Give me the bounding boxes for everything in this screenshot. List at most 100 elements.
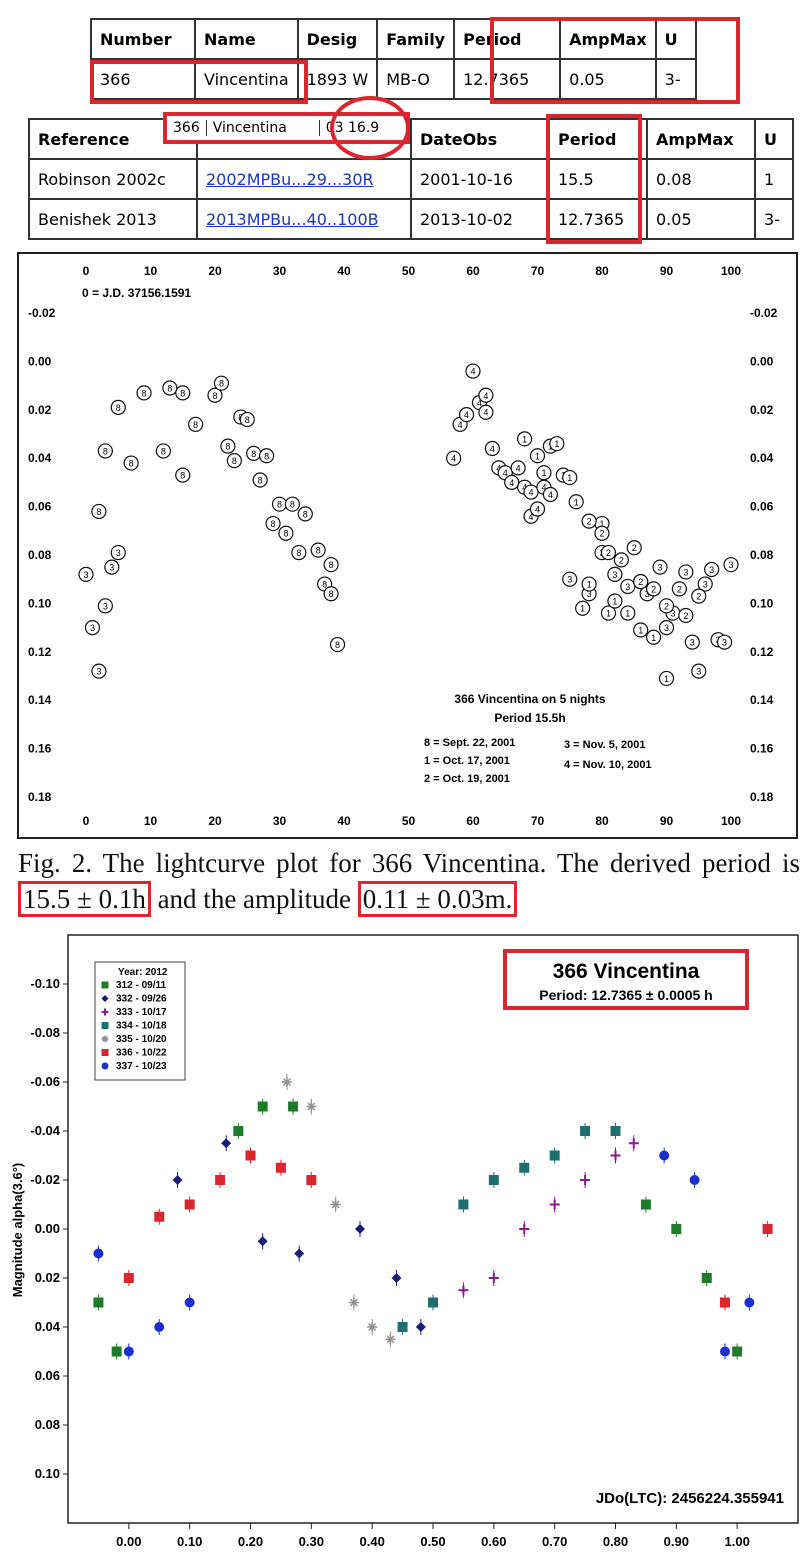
svg-text:3: 3 (690, 638, 695, 648)
bibcode-link[interactable]: 2002MPBu...29...30R (206, 169, 374, 189)
cell-u: 1 (754, 158, 794, 200)
cell-family: MB-O (376, 58, 456, 100)
y-tick-label: -0.04 (30, 1123, 60, 1138)
chart2-ylabel: Magnitude alpha(3.6°) (10, 1163, 25, 1298)
svg-text:8: 8 (277, 500, 282, 510)
svg-text:8: 8 (180, 388, 185, 398)
x-tick-label-top: 20 (208, 264, 222, 278)
x-tick-label: 0 (83, 814, 90, 828)
data-point (101, 1008, 109, 1016)
data-point: 4 (510, 460, 526, 476)
svg-text:8: 8 (258, 475, 263, 485)
svg-text:8: 8 (103, 446, 108, 456)
svg-text:4: 4 (516, 463, 521, 473)
data-point (488, 1175, 499, 1185)
data-point: 8 (259, 448, 275, 464)
svg-text:8: 8 (167, 384, 172, 394)
svg-text:4: 4 (490, 444, 495, 454)
data-point (519, 1162, 530, 1173)
data-point (101, 981, 109, 989)
svg-text:2: 2 (664, 601, 669, 611)
data-point: 8 (136, 385, 152, 401)
y-tick-label-right: 0.10 (750, 596, 774, 610)
header-period: Period (453, 18, 562, 60)
data-point (123, 1346, 134, 1357)
svg-text:1: 1 (625, 609, 630, 619)
y-tick-label: 0.08 (35, 1417, 60, 1432)
data-point (306, 1175, 317, 1185)
legend-entry: 1 = Oct. 17, 2001 (424, 755, 510, 767)
data-point: 1 (516, 431, 533, 447)
svg-text:1: 1 (599, 519, 604, 529)
data-point: 8 (175, 385, 191, 401)
data-point: 8 (323, 586, 339, 602)
legend-label: 332 - 09/26 (116, 994, 167, 1005)
svg-text:2: 2 (587, 517, 592, 527)
data-point (415, 1322, 426, 1332)
data-point (549, 1150, 560, 1161)
data-point: 3 (678, 564, 694, 580)
cell-reference: Robinson 2002c (28, 158, 198, 200)
data-point (101, 1049, 109, 1056)
svg-text:1: 1 (587, 580, 592, 590)
data-point: 4 (458, 407, 475, 423)
legend-label: 337 - 10/23 (116, 1061, 167, 1072)
data-point: 1 (620, 605, 636, 621)
svg-text:2: 2 (599, 529, 604, 539)
legend-label: 335 - 10/20 (116, 1034, 167, 1045)
header-ampmax: AmpMax (646, 118, 756, 160)
legend-label: 336 - 10/22 (116, 1048, 167, 1059)
svg-text:3: 3 (109, 563, 114, 573)
data-point: 2 (678, 607, 694, 624)
svg-text:4: 4 (529, 488, 534, 498)
x-tick-label-top: 100 (721, 264, 741, 278)
data-point (123, 1273, 134, 1283)
cell-number: 366 (90, 58, 196, 100)
highlight-period-header (490, 17, 740, 104)
x-tick-label: 0.50 (420, 1534, 445, 1549)
cell-desig: 1893 W (296, 58, 379, 100)
y-tick-label: 0.00 (28, 354, 52, 368)
data-point (93, 1248, 104, 1259)
data-point (233, 1126, 244, 1136)
x-tick-label: 70 (531, 814, 545, 828)
data-point: 8 (91, 503, 107, 520)
svg-text:8: 8 (232, 456, 237, 466)
chart2-subtitle: Period: 12.7365 ± 0.0005 h (539, 987, 712, 1003)
svg-text:3: 3 (670, 609, 675, 619)
data-point (111, 1346, 122, 1357)
svg-text:4: 4 (496, 463, 501, 473)
svg-text:4: 4 (470, 367, 475, 377)
x-tick-label: 0.60 (481, 1534, 506, 1549)
y-tick-label: 0.08 (28, 548, 52, 562)
data-point: 8 (175, 467, 191, 483)
data-point (744, 1297, 755, 1308)
svg-text:2: 2 (638, 577, 643, 587)
caption-period-highlight: 15.5 ± 0.1h (18, 881, 151, 917)
data-point (610, 1126, 621, 1136)
data-point: 1 (658, 670, 675, 687)
highlight-period-column (546, 114, 642, 244)
y-tick-label: 0.12 (28, 645, 52, 659)
svg-text:2: 2 (677, 584, 682, 594)
data-point (720, 1297, 730, 1308)
data-point: 3 (607, 566, 623, 582)
x-tick-label-top: 30 (273, 264, 287, 278)
data-point: 1 (568, 494, 584, 510)
svg-text:3: 3 (96, 667, 101, 677)
data-point (184, 1199, 195, 1210)
chart2-title: 366 Vincentina (553, 960, 700, 983)
x-tick-label: 80 (595, 814, 609, 828)
data-point: 3 (723, 557, 739, 573)
x-tick-label: 20 (208, 814, 222, 828)
svg-text:2: 2 (683, 611, 688, 621)
y-tick-label: 0.00 (35, 1221, 60, 1236)
bibcode-link[interactable]: 2013MPBu...40..100B (206, 209, 379, 229)
x-tick-label: 0.80 (603, 1534, 628, 1549)
data-point (355, 1224, 365, 1234)
y-tick-label-right: 0.04 (750, 451, 774, 465)
x-tick-label-top: 40 (337, 264, 351, 278)
svg-text:3: 3 (90, 623, 95, 633)
svg-text:8: 8 (296, 548, 301, 558)
caption-text: Fig. 2. The lightcurve plot for 366 Vinc… (18, 848, 800, 878)
